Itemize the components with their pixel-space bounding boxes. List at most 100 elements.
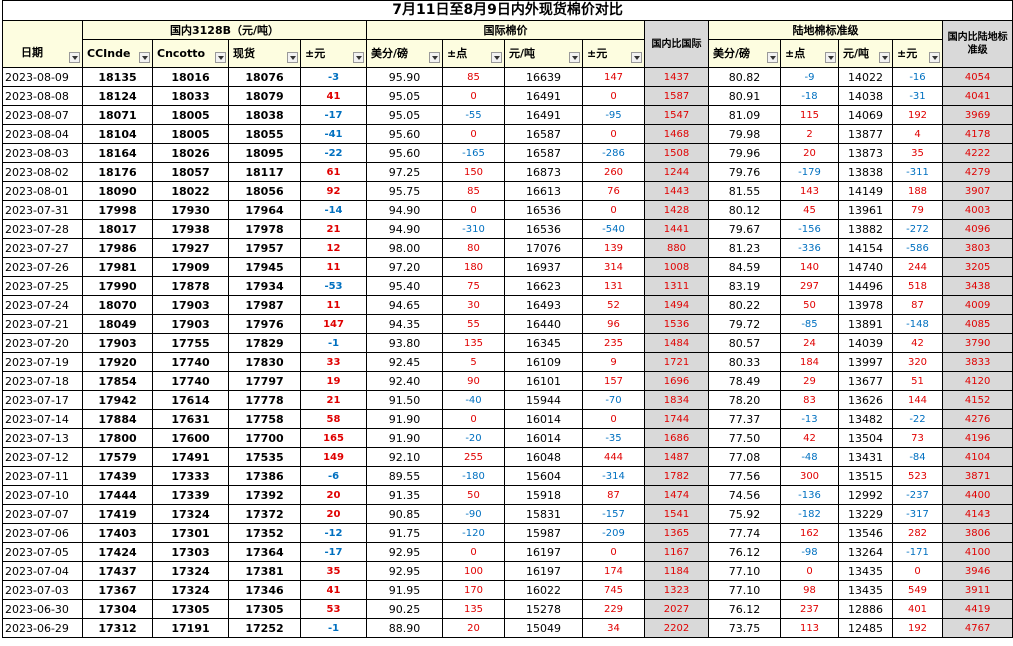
value-cell: 17579: [82, 447, 153, 467]
value-cell: 13229: [838, 504, 893, 524]
value-cell: 17305: [228, 599, 301, 619]
value-cell: 1323: [644, 580, 709, 600]
value-cell: 4143: [941, 504, 1013, 524]
value-cell: 30: [442, 295, 505, 315]
value-cell: 17964: [228, 200, 301, 220]
value-cell: 4276: [941, 409, 1013, 429]
filter-button[interactable]: [879, 52, 890, 63]
filter-button[interactable]: [825, 52, 836, 63]
filter-button[interactable]: [287, 52, 298, 63]
value-cell: -12: [300, 523, 367, 543]
value-cell: 4279: [941, 162, 1013, 182]
data-row: 2023-07-19 17920 17740 17830 33 92.45 5 16109 9 1…: [2, 352, 1013, 372]
value-cell: 16109: [504, 352, 583, 372]
column-header: ±点: [780, 39, 839, 68]
value-cell: 78.20: [708, 390, 781, 410]
value-cell: 14039: [838, 333, 893, 353]
value-cell: 14038: [838, 86, 893, 106]
value-cell: 34: [582, 618, 645, 638]
filter-button[interactable]: [491, 52, 502, 63]
filter-button[interactable]: [569, 52, 580, 63]
filter-button[interactable]: [139, 52, 150, 63]
value-cell: 1547: [644, 105, 709, 125]
value-cell: 17339: [152, 485, 229, 505]
value-cell: 14149: [838, 181, 893, 201]
group-header: 国内3128B（元/吨）: [82, 20, 367, 40]
value-cell: 90: [442, 371, 505, 391]
value-cell: 0: [442, 542, 505, 562]
value-cell: 1441: [644, 219, 709, 239]
value-cell: 13877: [838, 124, 893, 144]
value-cell: 518: [892, 276, 943, 296]
value-cell: 18095: [228, 143, 301, 163]
data-row: 2023-07-27 17986 17927 17957 12 98.00 80 17076 1…: [2, 238, 1013, 258]
value-cell: 52: [582, 295, 645, 315]
value-cell: 0: [582, 200, 645, 220]
value-cell: 77.08: [708, 447, 781, 467]
value-cell: -48: [780, 447, 839, 467]
value-cell: 83.19: [708, 276, 781, 296]
value-cell: 170: [442, 580, 505, 600]
value-cell: 90.85: [366, 504, 443, 524]
value-cell: -286: [582, 143, 645, 163]
data-row: 2023-07-03 17367 17324 17346 41 91.95 170 16022…: [2, 580, 1013, 600]
value-cell: 17920: [82, 352, 153, 372]
value-cell: 81.55: [708, 181, 781, 201]
value-cell: 97.25: [366, 162, 443, 182]
value-cell: 13838: [838, 162, 893, 182]
value-cell: 17976: [228, 314, 301, 334]
value-cell: 1508: [644, 143, 709, 163]
column-header: 美分/磅: [366, 39, 443, 68]
date-cell: 2023-07-27: [2, 238, 83, 258]
value-cell: 17700: [228, 428, 301, 448]
value-cell: 92.45: [366, 352, 443, 372]
value-cell: 13961: [838, 200, 893, 220]
value-cell: 17444: [82, 485, 153, 505]
filter-button[interactable]: [353, 52, 364, 63]
value-cell: 13515: [838, 466, 893, 486]
date-cell: 2023-06-30: [2, 599, 83, 619]
value-cell: 1487: [644, 447, 709, 467]
filter-button[interactable]: [631, 52, 642, 63]
filter-button[interactable]: [767, 52, 778, 63]
value-cell: 17346: [228, 580, 301, 600]
filter-button[interactable]: [69, 52, 80, 63]
value-cell: 17942: [82, 390, 153, 410]
value-cell: 100: [442, 561, 505, 581]
value-cell: 17392: [228, 485, 301, 505]
value-cell: 15278: [504, 599, 583, 619]
filter-button[interactable]: [215, 52, 226, 63]
value-cell: 1184: [644, 561, 709, 581]
value-cell: 4085: [941, 314, 1013, 334]
value-cell: 16639: [504, 67, 583, 87]
value-cell: 20: [300, 504, 367, 524]
value-cell: 90.25: [366, 599, 443, 619]
value-cell: 18070: [82, 295, 153, 315]
value-cell: 21: [300, 390, 367, 410]
value-cell: 174: [582, 561, 645, 581]
filter-button[interactable]: [429, 52, 440, 63]
value-cell: 17312: [82, 618, 153, 638]
value-cell: 549: [892, 580, 943, 600]
value-cell: 16014: [504, 409, 583, 429]
value-cell: 91.95: [366, 580, 443, 600]
value-cell: 29: [780, 371, 839, 391]
value-cell: 157: [582, 371, 645, 391]
value-cell: -3: [300, 67, 367, 87]
value-cell: -237: [892, 485, 943, 505]
value-cell: 77.74: [708, 523, 781, 543]
value-cell: 282: [892, 523, 943, 543]
value-cell: 94.90: [366, 219, 443, 239]
value-cell: 147: [300, 314, 367, 334]
value-cell: 4104: [941, 447, 1013, 467]
data-row: 2023-08-07 18071 18005 18038 -17 95.05 -55 1649…: [2, 105, 1013, 125]
filter-button[interactable]: [929, 52, 940, 63]
value-cell: 20: [780, 143, 839, 163]
value-cell: 1587: [644, 86, 709, 106]
value-cell: 94.65: [366, 295, 443, 315]
value-cell: 444: [582, 447, 645, 467]
value-cell: 18071: [82, 105, 153, 125]
value-cell: 15918: [504, 485, 583, 505]
